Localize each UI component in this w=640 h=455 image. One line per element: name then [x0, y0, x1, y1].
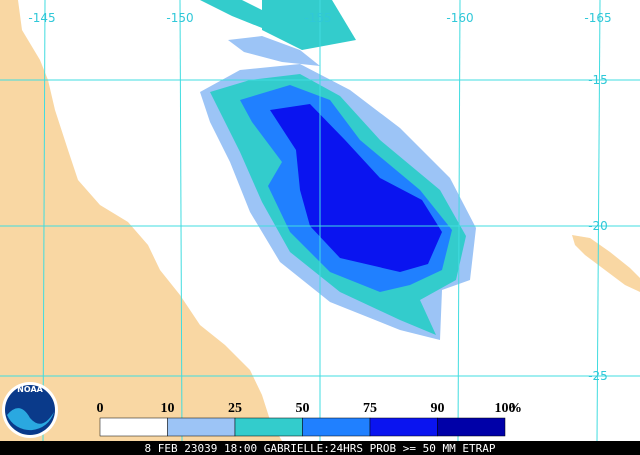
meridian [457, 0, 461, 442]
colorbar-segment [302, 417, 371, 437]
probability-area [200, 0, 282, 32]
colorbar-segment [234, 417, 303, 437]
logo-text: NOAA [17, 385, 43, 394]
noaa-logo: NOAA [2, 382, 58, 438]
graticule [0, 0, 640, 442]
meridian [179, 0, 183, 442]
meridian [596, 0, 601, 442]
colorbar-label: 10 [161, 401, 175, 416]
colorbar-segment [99, 417, 168, 437]
longitude-label: -155 [304, 11, 331, 25]
colorbar-segment [369, 417, 438, 437]
longitude-label: -150 [166, 11, 193, 25]
colorbar-label: 25 [228, 401, 242, 416]
latitude-label: -20 [588, 219, 608, 233]
land-new-caledonia [572, 235, 640, 292]
footer-bar [0, 441, 640, 455]
colorbar-label: 90 [431, 401, 445, 416]
probability-area [262, 0, 356, 50]
probability-area [270, 104, 442, 272]
colorbar-label: 50 [296, 401, 310, 416]
colorbar-label: 0 [97, 401, 104, 416]
colorbar-label: 75 [363, 401, 377, 416]
longitude-label: -165 [584, 11, 611, 25]
colorbar-unit: % [508, 401, 522, 416]
land-australia [0, 0, 282, 441]
colorbar-segment [167, 417, 236, 437]
probability-area [228, 36, 320, 66]
probability-field [200, 0, 476, 340]
longitude-label: -145 [28, 11, 55, 25]
logo-wave [7, 408, 54, 431]
meridian [42, 0, 46, 442]
latitude-label: -15 [588, 73, 608, 87]
longitude-label: -160 [446, 11, 473, 25]
colorbar-label: 100 [495, 401, 516, 416]
footer-text: 8 FEB 23039 18:00 GABRIELLE:24HRS PROB >… [145, 442, 496, 455]
latitude-label: -25 [588, 369, 608, 383]
colorbar-segment [437, 417, 506, 437]
